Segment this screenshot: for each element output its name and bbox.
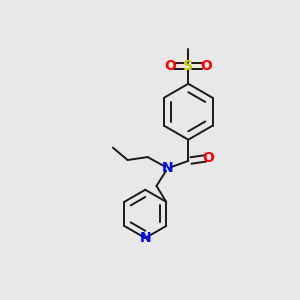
Text: O: O	[201, 59, 212, 73]
Text: O: O	[164, 59, 176, 73]
Text: O: O	[202, 151, 214, 165]
Text: N: N	[140, 231, 151, 245]
Text: N: N	[162, 161, 173, 175]
Text: S: S	[183, 59, 193, 73]
